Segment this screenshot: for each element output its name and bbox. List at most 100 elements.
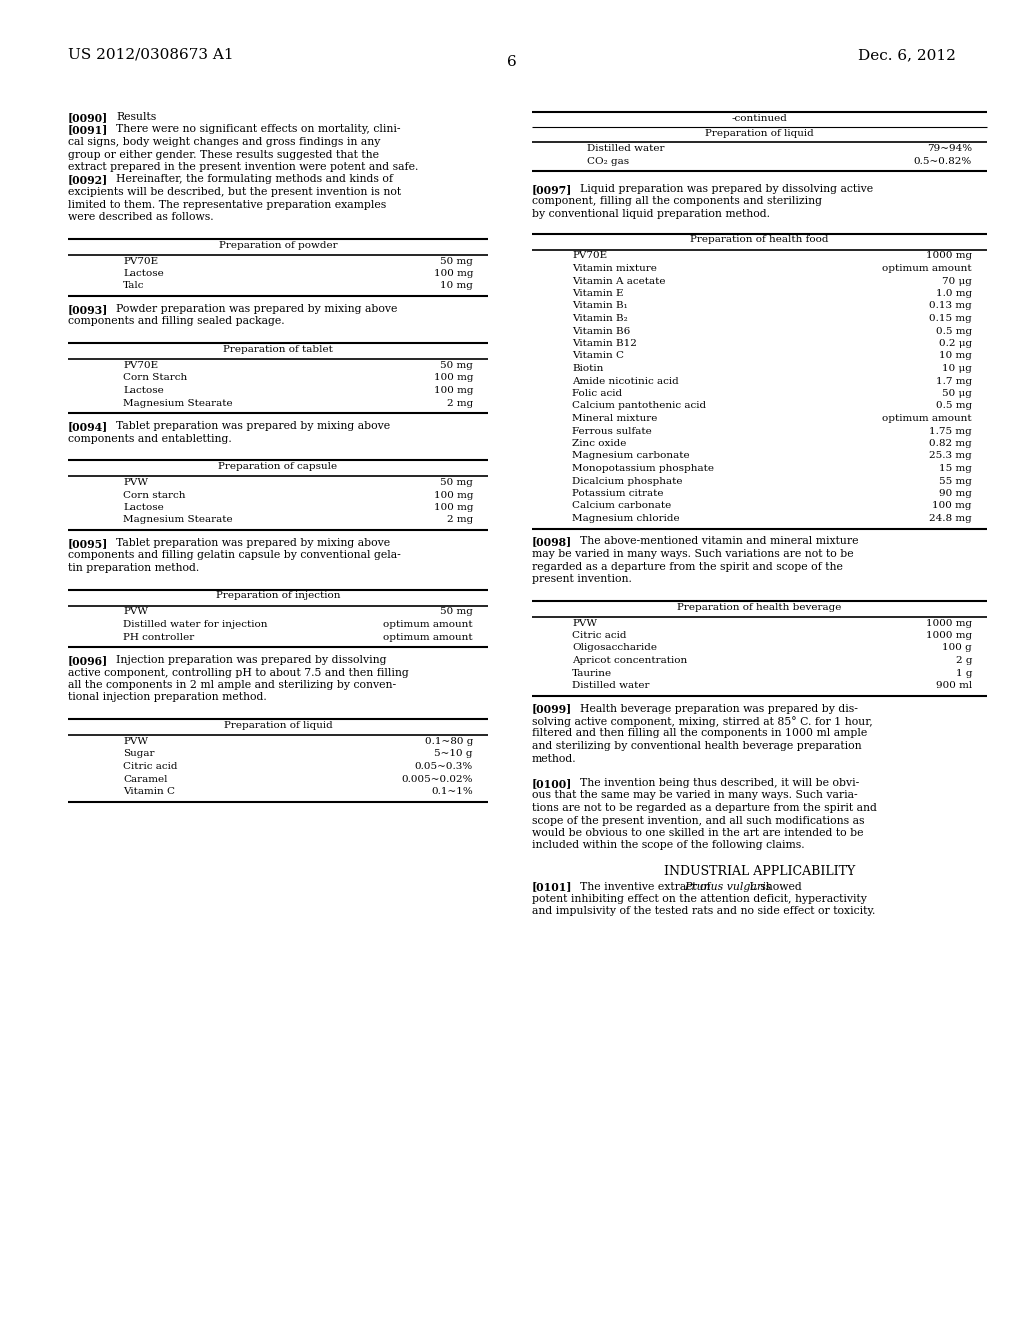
Text: 1.75 mg: 1.75 mg [929, 426, 972, 436]
Text: 0.1~1%: 0.1~1% [431, 787, 473, 796]
Text: [0097]: [0097] [532, 183, 572, 195]
Text: Distilled water: Distilled water [587, 144, 665, 153]
Text: Distilled water for injection: Distilled water for injection [123, 620, 267, 630]
Text: [0099]: [0099] [532, 704, 572, 714]
Text: 50 mg: 50 mg [440, 360, 473, 370]
Text: 50 μg: 50 μg [942, 389, 972, 399]
Text: 0.1~80 g: 0.1~80 g [425, 737, 473, 746]
Text: Caramel: Caramel [123, 775, 168, 784]
Text: and sterilizing by conventional health beverage preparation: and sterilizing by conventional health b… [532, 741, 861, 751]
Text: Taurine: Taurine [572, 668, 612, 677]
Text: 50 mg: 50 mg [440, 478, 473, 487]
Text: method.: method. [532, 754, 577, 763]
Text: 1000 mg: 1000 mg [926, 631, 972, 640]
Text: 79~94%: 79~94% [927, 144, 972, 153]
Text: PVW: PVW [572, 619, 597, 627]
Text: Corn Starch: Corn Starch [123, 374, 187, 383]
Text: Hereinafter, the formulating methods and kinds of: Hereinafter, the formulating methods and… [116, 174, 393, 185]
Text: 25.3 mg: 25.3 mg [929, 451, 972, 461]
Text: PV70E: PV70E [123, 256, 158, 265]
Text: [0093]: [0093] [68, 304, 109, 315]
Text: were described as follows.: were described as follows. [68, 213, 214, 222]
Text: [0092]: [0092] [68, 174, 109, 186]
Text: 100 mg: 100 mg [433, 269, 473, 279]
Text: Vitamin B₁: Vitamin B₁ [572, 301, 628, 310]
Text: Mineral mixture: Mineral mixture [572, 414, 657, 422]
Text: Lactose: Lactose [123, 385, 164, 395]
Text: filtered and then filling all the components in 1000 ml ample: filtered and then filling all the compon… [532, 729, 867, 738]
Text: 0.005~0.02%: 0.005~0.02% [401, 775, 473, 784]
Text: may be varied in many ways. Such variations are not to be: may be varied in many ways. Such variati… [532, 549, 854, 558]
Text: 1.7 mg: 1.7 mg [936, 376, 972, 385]
Text: Preparation of liquid: Preparation of liquid [706, 129, 814, 139]
Text: 0.2 μg: 0.2 μg [939, 339, 972, 348]
Text: Citric acid: Citric acid [123, 762, 177, 771]
Text: tin preparation method.: tin preparation method. [68, 564, 200, 573]
Text: Amide nicotinic acid: Amide nicotinic acid [572, 376, 679, 385]
Text: 100 mg: 100 mg [433, 374, 473, 383]
Text: PVW: PVW [123, 737, 148, 746]
Text: components and entabletting.: components and entabletting. [68, 433, 231, 444]
Text: group or either gender. These results suggested that the: group or either gender. These results su… [68, 149, 379, 160]
Text: 100 mg: 100 mg [433, 385, 473, 395]
Text: 5~10 g: 5~10 g [434, 750, 473, 759]
Text: Corn starch: Corn starch [123, 491, 185, 499]
Text: Magnesium Stearate: Magnesium Stearate [123, 516, 232, 524]
Text: Preparation of health food: Preparation of health food [690, 235, 828, 244]
Text: Apricot concentration: Apricot concentration [572, 656, 687, 665]
Text: Dicalcium phosphate: Dicalcium phosphate [572, 477, 683, 486]
Text: 50 mg: 50 mg [440, 607, 473, 616]
Text: 10 mg: 10 mg [939, 351, 972, 360]
Text: 50 mg: 50 mg [440, 256, 473, 265]
Text: Lactose: Lactose [123, 503, 164, 512]
Text: 1000 mg: 1000 mg [926, 619, 972, 627]
Text: -continued: -continued [731, 114, 787, 123]
Text: optimum amount: optimum amount [383, 632, 473, 642]
Text: Calcium pantothenic acid: Calcium pantothenic acid [572, 401, 707, 411]
Text: 0.5~0.82%: 0.5~0.82% [913, 157, 972, 165]
Text: CO₂ gas: CO₂ gas [587, 157, 629, 165]
Text: 0.05~0.3%: 0.05~0.3% [415, 762, 473, 771]
Text: PVW: PVW [123, 607, 148, 616]
Text: The invention being thus described, it will be obvi-: The invention being thus described, it w… [580, 777, 859, 788]
Text: There were no significant effects on mortality, clini-: There were no significant effects on mor… [116, 124, 400, 135]
Text: Dec. 6, 2012: Dec. 6, 2012 [858, 48, 956, 62]
Text: Talc: Talc [123, 281, 144, 290]
Text: 0.5 mg: 0.5 mg [936, 326, 972, 335]
Text: Results: Results [116, 112, 157, 121]
Text: cal signs, body weight changes and gross findings in any: cal signs, body weight changes and gross… [68, 137, 380, 147]
Text: Magnesium carbonate: Magnesium carbonate [572, 451, 689, 461]
Text: Tablet preparation was prepared by mixing above: Tablet preparation was prepared by mixin… [116, 539, 390, 548]
Text: Preparation of tablet: Preparation of tablet [223, 345, 333, 354]
Text: Tablet preparation was prepared by mixing above: Tablet preparation was prepared by mixin… [116, 421, 390, 432]
Text: optimum amount: optimum amount [883, 264, 972, 273]
Text: optimum amount: optimum amount [383, 620, 473, 630]
Text: Vitamin B₂: Vitamin B₂ [572, 314, 628, 323]
Text: and impulsivity of the tested rats and no side effect or toxicity.: and impulsivity of the tested rats and n… [532, 907, 876, 916]
Text: Health beverage preparation was prepared by dis-: Health beverage preparation was prepared… [580, 704, 858, 714]
Text: The inventive extract of: The inventive extract of [580, 882, 714, 891]
Text: 55 mg: 55 mg [939, 477, 972, 486]
Text: Vitamin B12: Vitamin B12 [572, 339, 637, 348]
Text: Prunus vulgaris: Prunus vulgaris [684, 882, 771, 891]
Text: [0090]: [0090] [68, 112, 109, 123]
Text: Vitamin C: Vitamin C [123, 787, 175, 796]
Text: 2 g: 2 g [955, 656, 972, 665]
Text: [0101]: [0101] [532, 882, 572, 892]
Text: components and filling sealed package.: components and filling sealed package. [68, 317, 285, 326]
Text: PH controller: PH controller [123, 632, 195, 642]
Text: [0091]: [0091] [68, 124, 109, 136]
Text: L showed: L showed [746, 882, 802, 891]
Text: Vitamin A acetate: Vitamin A acetate [572, 276, 666, 285]
Text: Calcium carbonate: Calcium carbonate [572, 502, 672, 511]
Text: Vitamin E: Vitamin E [572, 289, 624, 298]
Text: present invention.: present invention. [532, 574, 632, 583]
Text: [0098]: [0098] [532, 536, 572, 548]
Text: Vitamin B6: Vitamin B6 [572, 326, 630, 335]
Text: Preparation of injection: Preparation of injection [216, 591, 340, 601]
Text: Preparation of powder: Preparation of powder [219, 240, 337, 249]
Text: included within the scope of the following claims.: included within the scope of the followi… [532, 841, 805, 850]
Text: [0095]: [0095] [68, 539, 109, 549]
Text: 0.82 mg: 0.82 mg [929, 440, 972, 447]
Text: components and filling gelatin capsule by conventional gela-: components and filling gelatin capsule b… [68, 550, 400, 561]
